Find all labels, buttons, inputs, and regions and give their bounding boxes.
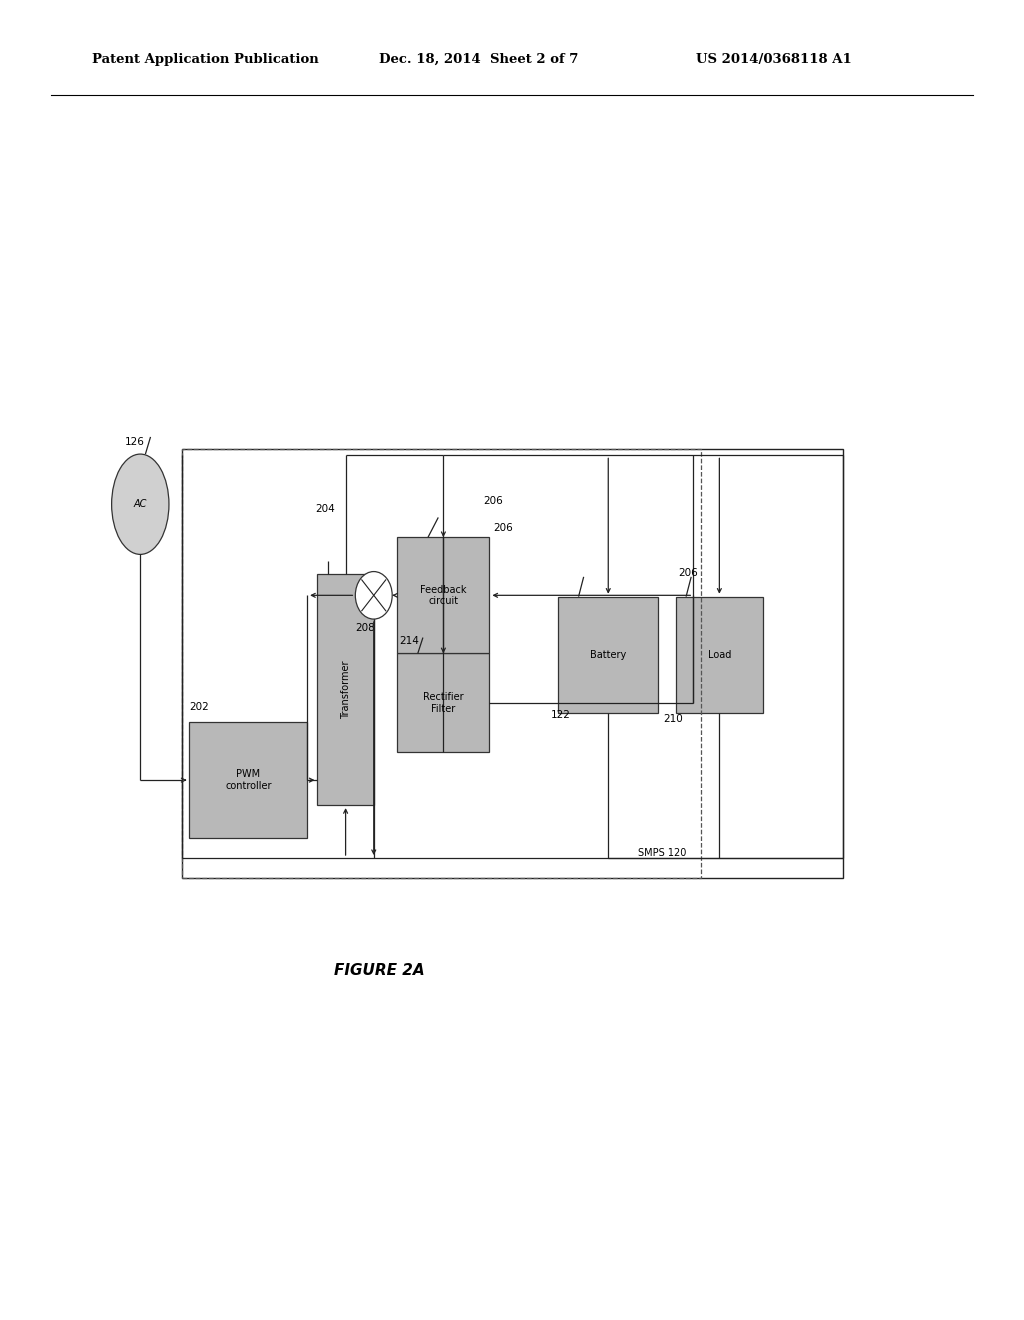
Bar bbox=[182, 449, 843, 878]
Bar bbox=[189, 722, 307, 838]
Text: 202: 202 bbox=[189, 702, 209, 713]
Text: Load: Load bbox=[708, 649, 731, 660]
Text: 214: 214 bbox=[399, 636, 419, 647]
Text: Battery: Battery bbox=[590, 649, 627, 660]
Text: US 2014/0368118 A1: US 2014/0368118 A1 bbox=[696, 53, 852, 66]
Bar bbox=[182, 449, 701, 878]
Text: Feedback
circuit: Feedback circuit bbox=[420, 585, 467, 606]
Text: PWM
controller: PWM controller bbox=[225, 770, 271, 791]
Text: 208: 208 bbox=[355, 623, 376, 634]
Text: Dec. 18, 2014  Sheet 2 of 7: Dec. 18, 2014 Sheet 2 of 7 bbox=[379, 53, 579, 66]
Text: Patent Application Publication: Patent Application Publication bbox=[92, 53, 318, 66]
Bar bbox=[317, 574, 374, 805]
Text: FIGURE 2A: FIGURE 2A bbox=[334, 962, 424, 978]
Text: 126: 126 bbox=[125, 437, 144, 447]
Bar bbox=[676, 597, 763, 713]
Text: 204: 204 bbox=[315, 504, 335, 515]
Bar bbox=[397, 537, 489, 653]
Text: SMPS 120: SMPS 120 bbox=[638, 847, 686, 858]
Ellipse shape bbox=[112, 454, 169, 554]
Text: 210: 210 bbox=[664, 714, 683, 725]
Circle shape bbox=[355, 572, 392, 619]
Text: 122: 122 bbox=[551, 710, 570, 721]
Bar bbox=[558, 597, 658, 713]
Bar bbox=[397, 653, 489, 752]
Text: AC: AC bbox=[133, 499, 147, 510]
Text: Rectifier
Filter: Rectifier Filter bbox=[423, 692, 464, 714]
Text: Transformer: Transformer bbox=[341, 660, 350, 719]
Text: 206: 206 bbox=[678, 568, 697, 578]
Text: 206: 206 bbox=[483, 496, 503, 507]
Text: 206: 206 bbox=[494, 523, 513, 533]
